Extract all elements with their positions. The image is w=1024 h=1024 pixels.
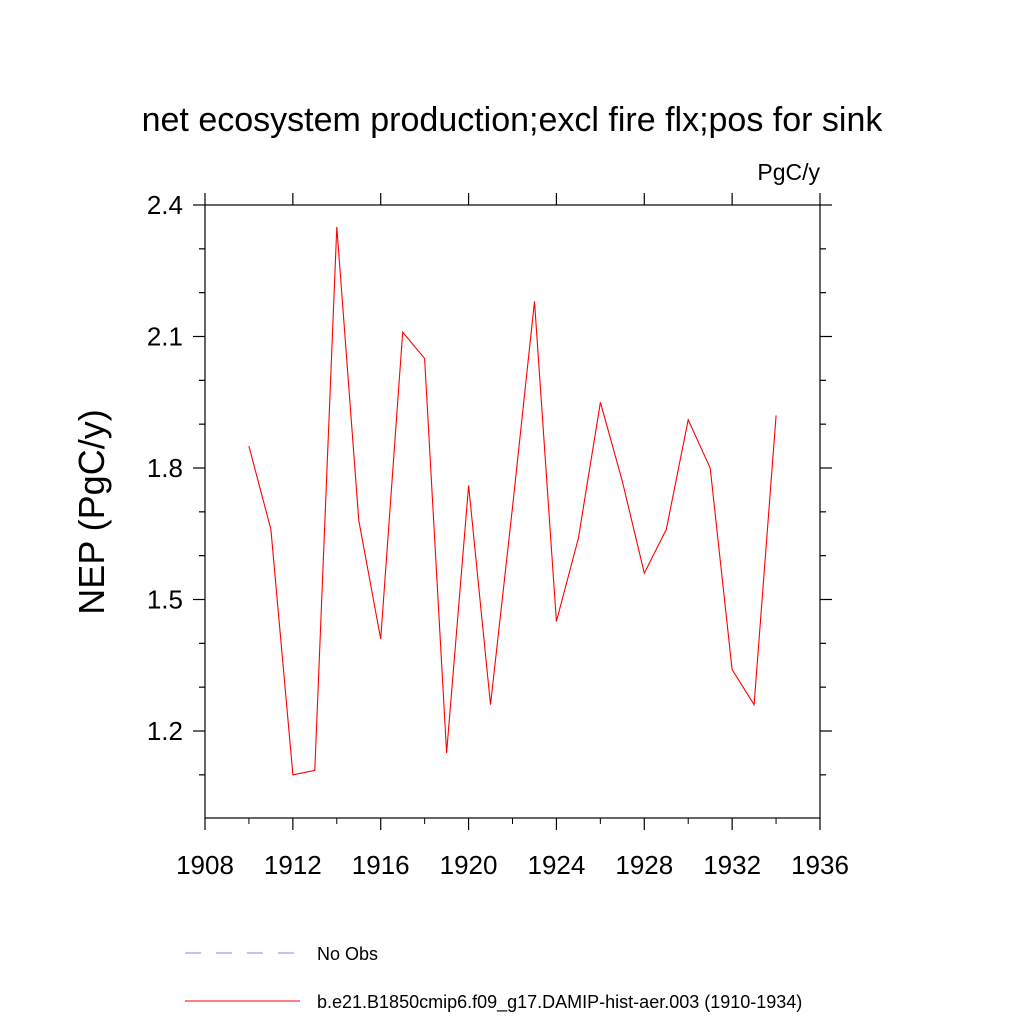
data-point	[642, 571, 646, 575]
data-point	[598, 400, 602, 404]
x-tick-label: 1924	[528, 850, 586, 880]
data-point	[664, 527, 668, 531]
data-point	[708, 466, 712, 470]
data-point	[510, 505, 514, 509]
data-point	[357, 518, 361, 522]
units-label: PgC/y	[757, 159, 820, 185]
legend-label-no-obs: No Obs	[317, 944, 379, 964]
x-tick-label: 1928	[615, 850, 673, 880]
x-tick-label: 1916	[352, 850, 410, 880]
y-tick-label: 1.2	[147, 716, 183, 746]
y-tick-label: 1.8	[147, 453, 183, 483]
data-point	[620, 479, 624, 483]
x-tick-label: 1932	[703, 850, 761, 880]
x-axis-ticks: 1908 1912 1916 1920 1924 1928 1932 1936	[176, 193, 849, 880]
y-tick-label: 2.1	[147, 322, 183, 352]
data-point	[422, 356, 426, 360]
x-tick-label: 1908	[176, 850, 234, 880]
data-point	[400, 330, 404, 334]
data-point	[313, 768, 317, 772]
x-tick-label: 1936	[791, 850, 849, 880]
data-point	[488, 703, 492, 707]
y-tick-label: 2.4	[147, 190, 183, 220]
data-point	[379, 637, 383, 641]
data-point	[576, 536, 580, 540]
x-tick-label: 1920	[440, 850, 498, 880]
data-point	[774, 413, 778, 417]
data-point	[554, 619, 558, 623]
legend-label-model-run: b.e21.B1850cmip6.f09_g17.DAMIP-hist-aer.…	[317, 992, 803, 1012]
data-point	[335, 225, 339, 229]
series-line-model-run	[248, 226, 777, 776]
data-point	[247, 444, 251, 448]
data-point	[730, 667, 734, 671]
data-point	[444, 751, 448, 755]
series-layer	[247, 225, 778, 777]
y-axis-ticks: 1.2 1.5 1.8 2.1 2.4	[147, 190, 832, 776]
data-point	[532, 299, 536, 303]
data-point	[269, 527, 273, 531]
legend	[185, 952, 300, 1002]
data-point	[752, 703, 756, 707]
data-point	[291, 773, 295, 777]
data-point	[466, 483, 470, 487]
chart-title: net ecosystem production;excl fire flx;p…	[141, 101, 883, 139]
y-tick-label: 1.5	[147, 585, 183, 615]
data-point	[686, 418, 690, 422]
x-tick-label: 1912	[264, 850, 322, 880]
